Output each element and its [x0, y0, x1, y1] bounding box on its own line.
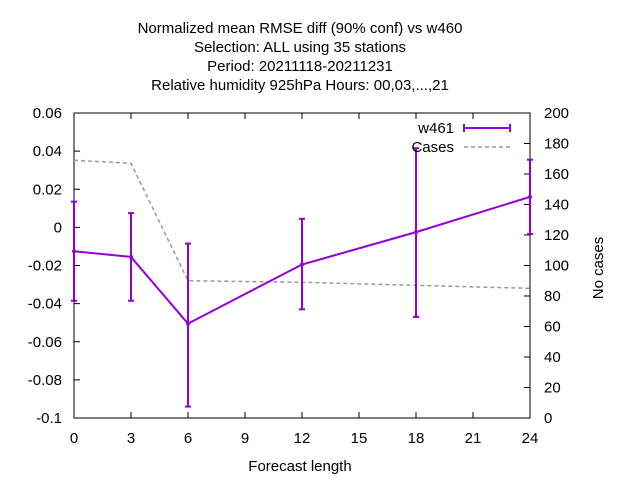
data-point [300, 262, 304, 267]
x-tick-label: 18 [408, 430, 425, 447]
x-tick-label: 15 [351, 430, 368, 447]
y-tick-label: -0.04 [28, 296, 62, 313]
title-line-1: Normalized mean RMSE diff (90% conf) vs … [138, 20, 463, 37]
y-tick-label: -0.06 [28, 334, 62, 351]
data-point [414, 230, 418, 235]
data-point [186, 321, 190, 326]
y2-tick-label: 120 [544, 227, 569, 244]
y2-tick-label: 140 [544, 197, 569, 214]
x-axis-label: Forecast length [248, 458, 351, 475]
y-tick-label: 0 [54, 219, 62, 236]
y-tick-label: 0.02 [33, 181, 62, 198]
title-line-2: Selection: ALL using 35 stations [194, 39, 406, 56]
x-tick-label: 3 [127, 430, 135, 447]
y2-axis: 0 20 40 60 80 100 120 140 160 180 200 [524, 105, 569, 427]
chart-title: Normalized mean RMSE diff (90% conf) vs … [138, 20, 463, 94]
x-tick-label: 12 [294, 430, 311, 447]
series-line-w461 [73, 195, 531, 325]
y-tick-label: 0.04 [33, 143, 62, 160]
y-tick-label: -0.08 [28, 372, 62, 389]
y2-tick-label: 160 [544, 166, 569, 183]
x-tick-label: 21 [465, 430, 482, 447]
data-point [528, 194, 532, 199]
x-tick-label: 6 [184, 430, 192, 447]
legend-label-cases: Cases [411, 139, 454, 156]
legend: w461 Cases [411, 120, 511, 156]
x-tick-label: 24 [522, 430, 539, 447]
y-tick-label: -0.02 [28, 258, 62, 275]
series-layer [71, 147, 533, 408]
y2-axis-label: No cases [590, 237, 607, 300]
title-line-3: Period: 20211118-20211231 [207, 58, 393, 75]
x-tick-label: 9 [241, 430, 249, 447]
y2-tick-label: 100 [544, 258, 569, 275]
y-tick-label: 0.06 [33, 105, 62, 122]
y2-tick-label: 200 [544, 105, 569, 122]
data-point [72, 249, 76, 254]
x-axis: 0 3 6 9 12 15 18 21 24 [70, 113, 539, 447]
y2-tick-label: 0 [544, 410, 552, 427]
title-line-4: Relative humidity 925hPa Hours: 00,03,..… [151, 77, 449, 94]
y-axis: -0.1 -0.08 -0.06 -0.04 -0.02 0 0.02 0.04 0.06 [28, 105, 80, 427]
legend-label-w461: w461 [417, 120, 454, 137]
y2-tick-label: 180 [544, 136, 569, 153]
y-tick-label: -0.1 [36, 410, 62, 427]
x-tick-label: 0 [70, 430, 78, 447]
y2-tick-label: 40 [544, 349, 561, 366]
y2-tick-label: 60 [544, 319, 561, 336]
series-line-cases [73, 159, 531, 290]
y2-tick-label: 20 [544, 380, 561, 397]
data-point [129, 254, 133, 259]
y2-tick-label: 80 [544, 288, 561, 305]
